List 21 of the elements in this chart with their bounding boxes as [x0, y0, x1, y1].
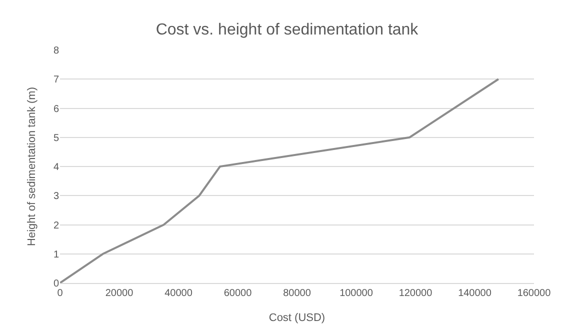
y-tick-label: 4 [53, 162, 60, 173]
x-tick-label: 20000 [105, 288, 134, 299]
y-tick-label: 7 [53, 74, 60, 86]
x-tick-label: 80000 [283, 288, 312, 299]
y-tick-label: 3 [53, 191, 60, 202]
y-tick-label: 0 [53, 278, 60, 290]
y-axis-title: Height of sedimentation tank (m) [26, 87, 38, 246]
x-tick-label: 40000 [164, 288, 193, 299]
y-tick-label: 1 [53, 249, 60, 260]
y-tick-label: 5 [53, 132, 60, 144]
x-tick-label: 120000 [398, 288, 433, 299]
x-axis-title: Cost (USD) [268, 312, 326, 324]
x-tick-label: 140000 [458, 288, 492, 299]
line-series [60, 78, 500, 283]
y-tick-label: 2 [53, 220, 60, 232]
y-tick-label: 8 [53, 46, 60, 56]
x-tick-label: 100000 [340, 288, 374, 299]
chart-title: Cost vs. height of sedimentation tank [156, 22, 420, 39]
y-tick-label: 6 [53, 104, 60, 115]
x-tick-label: 60000 [224, 288, 252, 299]
x-tick-label: 160000 [517, 288, 552, 299]
